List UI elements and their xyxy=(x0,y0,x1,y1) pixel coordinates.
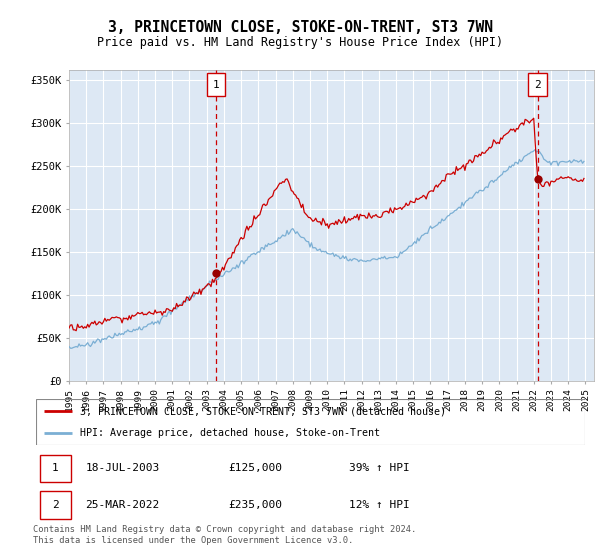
Text: 1: 1 xyxy=(212,80,220,90)
Text: 2: 2 xyxy=(52,500,59,510)
Text: 3, PRINCETOWN CLOSE, STOKE-ON-TRENT, ST3 7WN: 3, PRINCETOWN CLOSE, STOKE-ON-TRENT, ST3… xyxy=(107,20,493,35)
FancyBboxPatch shape xyxy=(40,455,71,482)
Text: HPI: Average price, detached house, Stoke-on-Trent: HPI: Average price, detached house, Stok… xyxy=(80,428,380,438)
Text: Price paid vs. HM Land Registry's House Price Index (HPI): Price paid vs. HM Land Registry's House … xyxy=(97,36,503,49)
Text: 3, PRINCETOWN CLOSE, STOKE-ON-TRENT, ST3 7WN (detached house): 3, PRINCETOWN CLOSE, STOKE-ON-TRENT, ST3… xyxy=(80,406,446,416)
Text: 2: 2 xyxy=(535,80,541,90)
Text: 25-MAR-2022: 25-MAR-2022 xyxy=(85,500,160,510)
Text: £235,000: £235,000 xyxy=(228,500,282,510)
Text: 12% ↑ HPI: 12% ↑ HPI xyxy=(349,500,410,510)
FancyBboxPatch shape xyxy=(528,73,547,96)
Text: 1: 1 xyxy=(52,464,59,473)
Text: Contains HM Land Registry data © Crown copyright and database right 2024.
This d: Contains HM Land Registry data © Crown c… xyxy=(33,525,416,545)
Text: 18-JUL-2003: 18-JUL-2003 xyxy=(85,464,160,473)
FancyBboxPatch shape xyxy=(40,492,71,519)
Text: 39% ↑ HPI: 39% ↑ HPI xyxy=(349,464,410,473)
Text: £125,000: £125,000 xyxy=(228,464,282,473)
FancyBboxPatch shape xyxy=(206,73,226,96)
